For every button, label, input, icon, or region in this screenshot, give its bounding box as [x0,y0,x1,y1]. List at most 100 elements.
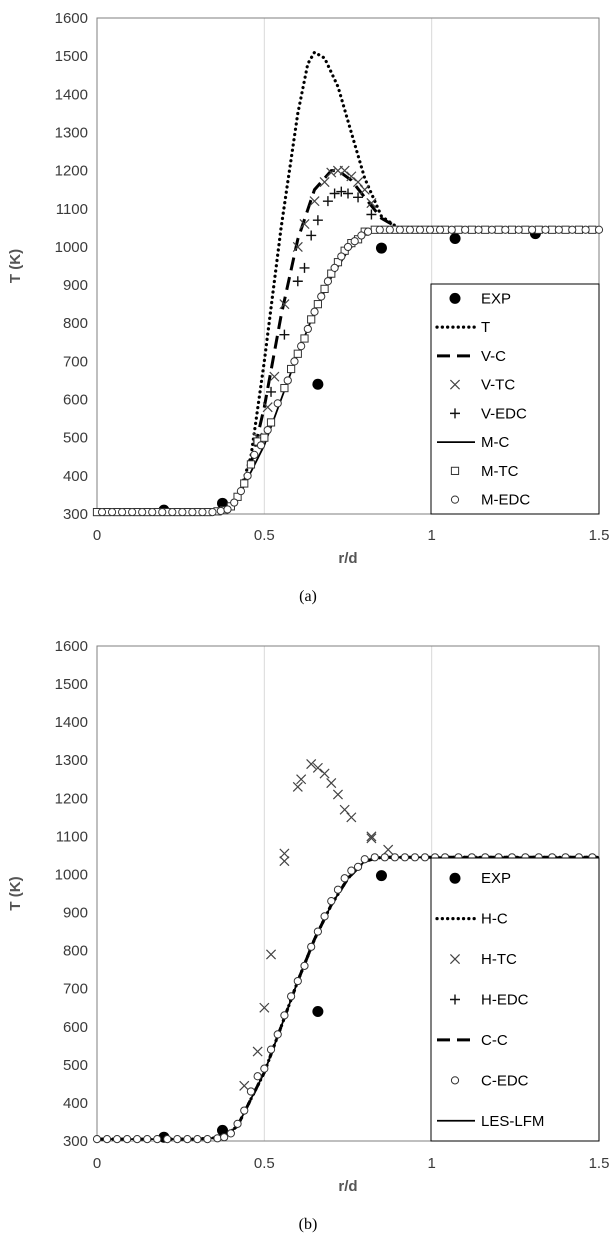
series-c-edc-point [287,992,296,1001]
series-m-tc-point [300,334,309,343]
series-m-edc-point [283,376,292,385]
y-tick-label: 1300 [55,752,88,769]
series-m-edc-point [216,506,225,516]
legend-item-c-edc-label: C-EDC [481,1072,529,1089]
series-m-edc-point [236,487,246,496]
y-tick-label: 400 [63,1095,88,1112]
y-tick-label: 1300 [55,124,88,141]
series-h-tc-point [346,812,357,823]
legend-box [430,283,600,515]
series-m-edc-point [297,342,306,351]
series-m-edc-point [395,225,404,234]
y-tick-label: 1600 [55,10,88,27]
series-h-tc-point [266,949,277,960]
series-m-tc-point [561,225,570,234]
y-tick-label: 900 [63,905,88,922]
y-tick-label: 1100 [56,201,88,218]
series-c-edc-point [400,853,409,862]
series-m-edc-point [208,507,217,517]
series-v-edc-point [329,188,340,199]
series-h-tc-point [326,778,337,789]
series-m-edc-point [223,505,232,514]
series-m-edc-point [425,225,435,234]
series-m-edc-point [310,307,319,316]
series-v-edc-point [322,196,333,207]
series-v-edc [266,186,377,397]
series-m-edc-point [198,507,207,517]
series-h-tc-point [252,1046,263,1057]
legend-item-exp-label: EXP [481,290,511,307]
figure-caption: (b) [299,1216,318,1233]
series-h-tc-point [296,774,307,785]
series-v-tc-point [353,177,364,188]
series-m-edc-point [243,471,252,480]
series-m-edc-point [487,225,497,234]
y-axis-label: T (K) [7,249,24,283]
series-v-tc-point [346,171,357,182]
y-tick-label: 900 [63,277,88,294]
series-m-edc-point [527,225,537,234]
series-c-edc-point [390,853,399,862]
figure-caption: (a) [299,588,317,605]
series-exp-point [375,870,387,882]
series-v-edc-point [306,230,317,241]
legend-item-c-c-label: C-C [481,1032,508,1049]
series-m-tc-point [454,225,463,234]
series-v-tc-point [309,196,320,207]
series-c-edc-point [360,855,369,864]
series-m-edc-point [178,507,187,517]
series-c-edc-point [153,1134,162,1144]
legend-item-v-tc-swatch [449,379,461,390]
series-m-edc-point [554,225,563,234]
series-m-edc-point [230,498,239,507]
series-m-edc-point [256,441,266,450]
legend: EXP T V-C V-TC V-EDC M-C M-TC M-EDC [430,283,600,515]
series-c-edc-point [347,866,356,875]
legend-item-t-label: T [481,319,490,336]
y-tick-label: 1000 [55,866,88,883]
legend-item-h-tc-label: H-TC [481,951,517,968]
series-c-edc-point [333,885,343,894]
series-v-tc-point [269,371,280,382]
series-c-edc-point [273,1030,282,1039]
series-v-edc-point [343,188,353,199]
series-m-tc-point [481,225,490,234]
series-c-edc-point [246,1087,256,1096]
series-m-tc-point [588,225,597,234]
y-tick-label: 700 [63,353,88,370]
series-m-tc-point [507,225,517,234]
series-m-edc [97,225,604,517]
series-m-edc-point [168,507,177,517]
series-c-edc-point [92,1134,102,1144]
y-tick-label: 500 [63,430,88,447]
legend-item-m-tc-label: M-TC [481,463,519,480]
series-c-edc-point [266,1045,276,1054]
series-c-edc-point [300,961,309,970]
series-m-edc-point [501,225,510,234]
y-tick-label: 400 [63,468,88,485]
series-m-edc-point [474,225,483,234]
y-tick-label: 300 [63,506,88,523]
series-m-edc-point [118,507,127,517]
series-m-tc-point [467,225,476,234]
legend-item-m-c-label: M-C [481,434,509,451]
series-m-edc-point [323,277,333,286]
series-h-tc-point [292,781,303,792]
x-tick-label: 0 [93,527,101,544]
series-m-tc-point [293,349,302,358]
series-h-tc-point [312,762,323,773]
series-h-tc-point [239,1080,250,1091]
series-v-tc-point [299,219,310,230]
series-c-edc-point [213,1134,222,1143]
y-tick-label: 1000 [55,239,88,256]
series-c-edc-point [183,1134,192,1144]
series-c-edc-point [353,862,363,871]
series-v-c [97,169,599,514]
series-m-edc-point [250,450,259,459]
series-m-edc-point [158,507,167,517]
series-v-edc-point [292,276,303,287]
series-m-tc-point [240,479,249,488]
legend-item-c-edc-swatch [450,1076,460,1085]
x-tick-label: 1 [427,1155,435,1172]
